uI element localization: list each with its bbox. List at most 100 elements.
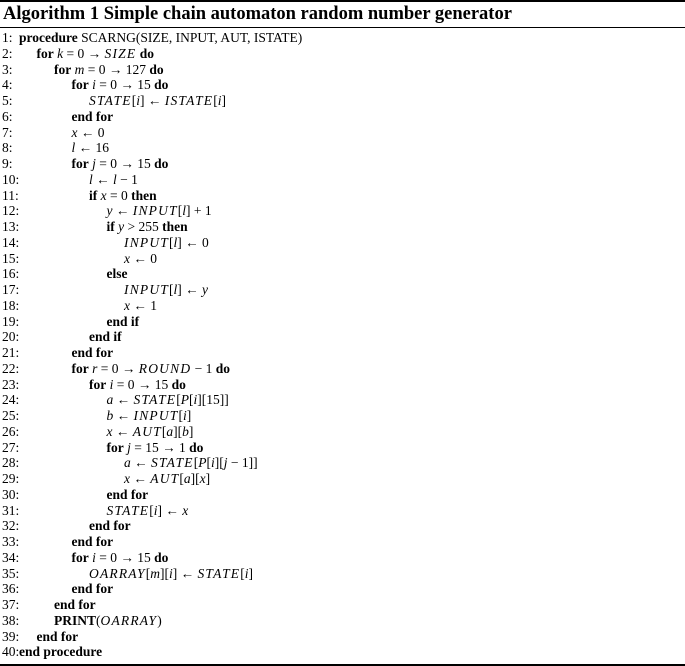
line-number: 22: xyxy=(2,360,20,376)
variable: x xyxy=(71,124,78,140)
line-number: 40: xyxy=(2,644,20,660)
line-code: l ← 16 xyxy=(72,140,110,156)
code-text: ] ← xyxy=(140,93,165,108)
line-number: 13: xyxy=(2,219,20,234)
top-rule xyxy=(0,0,685,2)
line-number: 37: xyxy=(2,597,20,612)
code-text: [ xyxy=(176,392,181,408)
line-number: 28: xyxy=(2,455,20,471)
line-code: end for xyxy=(107,487,149,503)
line-code: OARRAY[m][i] ← STATE[i] xyxy=(89,566,253,582)
line-number: 9: xyxy=(2,156,13,171)
line-number: 7: xyxy=(2,124,13,140)
title-rule xyxy=(0,27,685,28)
variable: x xyxy=(124,250,130,266)
code-line: 20: end if xyxy=(0,329,685,345)
code-text: = 0 → xyxy=(97,360,139,376)
code-line: 13: if y > 255 then xyxy=(0,219,685,235)
line-code: for m = 0 → 127 do xyxy=(54,62,164,78)
code-text: [ xyxy=(131,93,137,108)
line-code: INPUT[l] ← 0 xyxy=(124,235,209,251)
line-number: 19: xyxy=(2,313,20,329)
code-line: 35: OARRAY[m][i] ← STATE[i] xyxy=(0,566,685,582)
code-text: = 0 → 15 xyxy=(95,549,155,565)
keyword: end for xyxy=(71,534,114,549)
variable: INPUT xyxy=(124,282,170,297)
variable: l xyxy=(182,203,187,219)
code-text: − 1 xyxy=(191,360,216,376)
variable: INPUT xyxy=(124,234,170,250)
code-text: ( xyxy=(96,612,101,628)
variable: b xyxy=(182,423,189,439)
keyword: end for xyxy=(106,486,149,502)
code-text: = 0 xyxy=(106,187,132,203)
code-line: 15: x ← 0 xyxy=(0,251,685,267)
line-number: 27: xyxy=(2,439,20,455)
line-number: 30: xyxy=(2,486,20,502)
code-text: ← 0 xyxy=(130,250,157,266)
code-line: 23: for i = 0 → 15 do xyxy=(0,377,685,393)
variable: INPUT xyxy=(133,408,179,423)
line-code: x ← 0 xyxy=(72,125,105,141)
line-code: end for xyxy=(72,534,114,550)
variable: x xyxy=(124,297,130,313)
keyword: PRINT xyxy=(54,612,97,628)
variable: x xyxy=(124,471,130,486)
code-line: 37: end for xyxy=(0,597,685,613)
line-number: 32: xyxy=(2,518,20,534)
line-number: 14: xyxy=(2,234,20,250)
line-code: STATE[i] ← x xyxy=(107,503,189,519)
code-line: 34: for i = 0 → 15 do xyxy=(0,550,685,566)
variable: STATE xyxy=(151,455,194,471)
keyword: do xyxy=(154,549,169,565)
keyword: do xyxy=(154,77,169,93)
line-number: 6: xyxy=(2,108,13,124)
keyword: end for xyxy=(71,345,114,360)
variable: a xyxy=(106,392,114,408)
code-text: [ xyxy=(145,565,151,581)
code-text: ] ← xyxy=(177,282,203,297)
variable: INPUT xyxy=(132,203,178,219)
code-text: ] ← 0 xyxy=(177,234,209,250)
code-text: ← xyxy=(113,408,134,423)
code-text: ] + 1 xyxy=(186,203,212,219)
code-line: 25: b ← INPUT[i] xyxy=(0,408,685,424)
code-text: = 0 → 15 xyxy=(113,376,172,392)
variable: i xyxy=(168,565,173,581)
variable: i xyxy=(92,549,96,565)
variable: P xyxy=(198,455,207,471)
keyword: for xyxy=(54,61,72,77)
keyword: end if xyxy=(89,329,122,345)
code-text: ][ xyxy=(190,471,200,486)
line-code: y ← INPUT[l] + 1 xyxy=(107,203,212,219)
variable: y xyxy=(106,203,113,219)
line-code: else xyxy=(107,266,128,282)
line-code: end procedure xyxy=(19,644,102,660)
line-number: 36: xyxy=(2,581,20,597)
line-code: b ← INPUT[i] xyxy=(107,408,192,424)
line-code: for j = 0 → 15 do xyxy=(72,156,169,172)
keyword: for xyxy=(71,360,89,376)
variable: ISTATE xyxy=(164,93,214,108)
variable: i xyxy=(136,93,141,108)
keyword: procedure xyxy=(19,30,78,45)
code-line: 29: x ← AUT[a][x] xyxy=(0,471,685,487)
variable: l xyxy=(89,171,93,187)
variable: i xyxy=(217,93,222,108)
line-code: INPUT[l] ← y xyxy=(124,282,208,298)
variable: STATE xyxy=(106,502,150,518)
code-line: 38: PRINT(OARRAY) xyxy=(0,613,685,629)
code-line: 3: for m = 0 → 127 do xyxy=(0,62,685,78)
variable: l xyxy=(173,234,178,250)
keyword: if xyxy=(106,219,115,234)
line-code: end for xyxy=(72,581,114,597)
line-number: 4: xyxy=(2,77,13,93)
keyword: for xyxy=(106,439,124,455)
code-text: [ xyxy=(213,93,218,108)
variable: x xyxy=(199,471,206,486)
line-code: x ← AUT[a][x] xyxy=(124,471,210,487)
code-line: 18: x ← 1 xyxy=(0,298,685,314)
keyword: end procedure xyxy=(19,644,103,660)
line-code: end for xyxy=(72,109,114,125)
